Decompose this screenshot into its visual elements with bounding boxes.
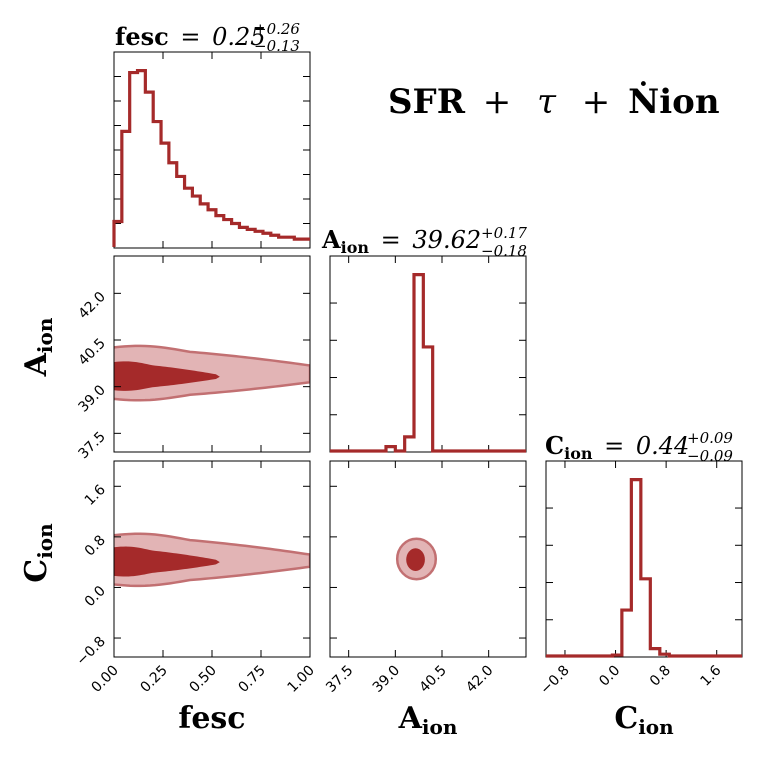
panel-frame	[113, 51, 311, 249]
contour-clip-group	[395, 537, 438, 581]
panel-frame	[545, 460, 743, 658]
x-tick-label: 1.6	[697, 662, 724, 689]
contour-68	[406, 548, 425, 572]
x-tick-label: 40.5	[416, 663, 449, 696]
stat-title-fesc: fesc = 0.25 +0.26 −0.13	[115, 20, 300, 55]
figure-title: SFR + τ + Ṅion	[388, 81, 720, 122]
x-axis-label-aion: Aion	[398, 701, 458, 739]
x-tick-label: 0.50	[186, 663, 219, 696]
title-tau: τ	[537, 82, 557, 122]
x-tick-labels-fesc: 0.00 0.25 0.50 0.75 1.00	[88, 663, 317, 696]
y-tick-label: 37.5	[75, 429, 108, 462]
svg-text:+0.26: +0.26	[254, 20, 300, 38]
title-nion: Ṅion	[628, 81, 719, 122]
x-tick-label: −0.8	[537, 663, 572, 698]
hist-panel-cion	[545, 460, 743, 658]
title-plus-1: +	[483, 82, 512, 122]
y-tick-label: 0.8	[82, 532, 109, 559]
hist-panel-fesc	[112, 51, 311, 249]
x-axis-label-cion: Cion	[614, 701, 674, 739]
svg-text:−0.09: −0.09	[687, 447, 733, 465]
x-tick-label: 0.75	[235, 663, 268, 696]
x-tick-label: 0.8	[647, 663, 674, 690]
panel-frame	[329, 460, 527, 658]
y-tick-label: −0.8	[73, 634, 108, 669]
svg-text:SFR + τ +: SFR + τ + Ṅion	[388, 81, 720, 122]
contour-95	[114, 344, 310, 402]
y-tick-label: 42.0	[75, 289, 108, 322]
contour-clip-group	[114, 344, 310, 402]
y-tick-labels-aion: 37.5 39.0 40.5 42.0	[75, 289, 108, 462]
stat-title-cion: Cion = 0.44 +0.09 −0.09	[545, 429, 733, 465]
y-axis-label-cion: Cion	[19, 523, 57, 583]
y-tick-label: 40.5	[75, 336, 108, 369]
svg-text:fesc = 0.25: fesc = 0.25	[115, 22, 266, 51]
histogram-line-A_ion	[330, 273, 526, 453]
y-tick-label: 0.0	[82, 583, 109, 610]
svg-text:Aion = 39.62: Aion = 39.62	[321, 225, 481, 259]
x-axis-label-fesc: fesc	[178, 701, 245, 736]
contour-68	[114, 546, 220, 577]
x-tick-labels-cion: −0.8 0.0 0.8 1.6	[537, 662, 724, 697]
x-tick-label: 0.0	[596, 663, 623, 690]
svg-text:+0.09: +0.09	[687, 429, 733, 447]
x-tick-label: 39.0	[370, 663, 403, 696]
title-plus-2: +	[582, 82, 611, 122]
svg-text:+0.17: +0.17	[481, 224, 527, 242]
y-axis-label-aion: Aion	[19, 317, 57, 377]
y-tick-label: 1.6	[82, 482, 109, 509]
stat-title-aion: Aion = 39.62 +0.17 −0.18	[321, 224, 527, 260]
x-tick-label: 1.00	[284, 663, 317, 696]
x-tick-label: 37.5	[323, 663, 356, 696]
svg-text:−0.13: −0.13	[254, 37, 300, 55]
x-tick-label: 42.0	[463, 663, 496, 696]
histogram-line-fesc	[112, 69, 310, 247]
svg-text:−0.18: −0.18	[481, 242, 527, 260]
contour-clip-group	[114, 532, 310, 588]
hist-panel-aion	[329, 255, 527, 453]
y-tick-label: 39.0	[75, 382, 108, 415]
contour-panel-fesc-aion	[113, 255, 311, 453]
contour-68	[114, 361, 220, 391]
contour-panel-aion-cion	[329, 460, 527, 658]
y-tick-labels-cion: −0.8 0.0 0.8 1.6	[73, 482, 108, 669]
svg-text:Cion = 0.44: Cion = 0.44	[545, 431, 689, 465]
x-tick-label: 0.00	[88, 663, 121, 696]
histogram-line-C_ion	[546, 478, 742, 658]
x-tick-label: 0.25	[137, 663, 170, 696]
title-sfr: SFR	[388, 82, 466, 122]
x-tick-labels-aion: 37.5 39.0 40.5 42.0	[323, 663, 496, 696]
contour-panel-fesc-cion	[113, 460, 311, 658]
panel-frame	[329, 255, 527, 453]
